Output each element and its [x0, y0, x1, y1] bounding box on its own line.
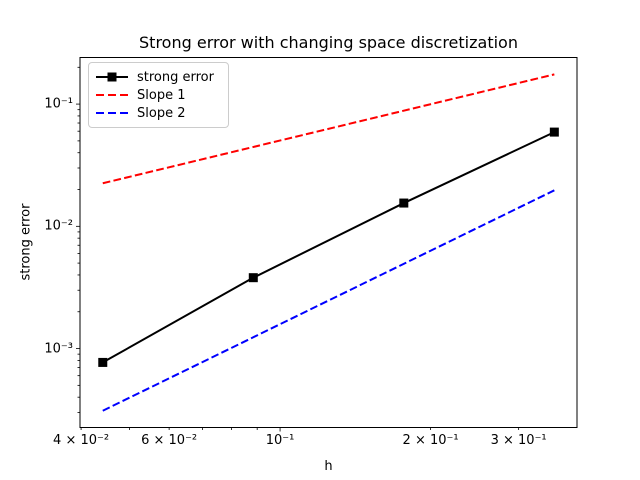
x-tick-label: 6 × 10⁻² — [141, 433, 198, 448]
y-tick-label: 10⁻² — [44, 218, 73, 234]
series-line-strong-error — [102, 131, 555, 364]
x-axis-label: h — [324, 459, 333, 474]
legend-entry-strong-error: strong error — [96, 68, 221, 86]
series-line-slope-2 — [102, 189, 555, 412]
data-point-marker — [549, 127, 559, 137]
y-tick-label: 10⁻¹ — [44, 96, 73, 112]
chart-title: Strong error with changing space discret… — [139, 33, 518, 52]
axes-frame — [79, 57, 578, 428]
legend-entry-slope-2: Slope 2 — [96, 104, 221, 122]
y-tick-label: 10⁻³ — [44, 341, 73, 357]
data-point-marker — [98, 357, 108, 367]
legend-label: Slope 1 — [137, 87, 186, 103]
series-line-slope-1 — [102, 73, 555, 185]
legend-sample-line-square-icon — [96, 72, 128, 82]
legend-entry-slope-1: Slope 1 — [96, 86, 221, 104]
legend: strong error Slope 1 Slope 2 — [88, 62, 229, 128]
y-axis-label: strong error — [18, 203, 34, 281]
legend-label: Slope 2 — [137, 105, 186, 121]
legend-sample-blue-dashed-icon — [96, 112, 128, 114]
data-point-marker — [248, 273, 258, 283]
x-tick-label: 2 × 10⁻¹ — [402, 433, 459, 448]
x-tick-label: 3 × 10⁻¹ — [490, 433, 547, 448]
data-point-marker — [399, 198, 409, 208]
x-tick-label: 4 × 10⁻² — [53, 433, 110, 448]
legend-sample-red-dashed-icon — [96, 94, 128, 96]
x-tick-label: 10⁻¹ — [265, 433, 295, 448]
legend-label: strong error — [137, 69, 214, 85]
